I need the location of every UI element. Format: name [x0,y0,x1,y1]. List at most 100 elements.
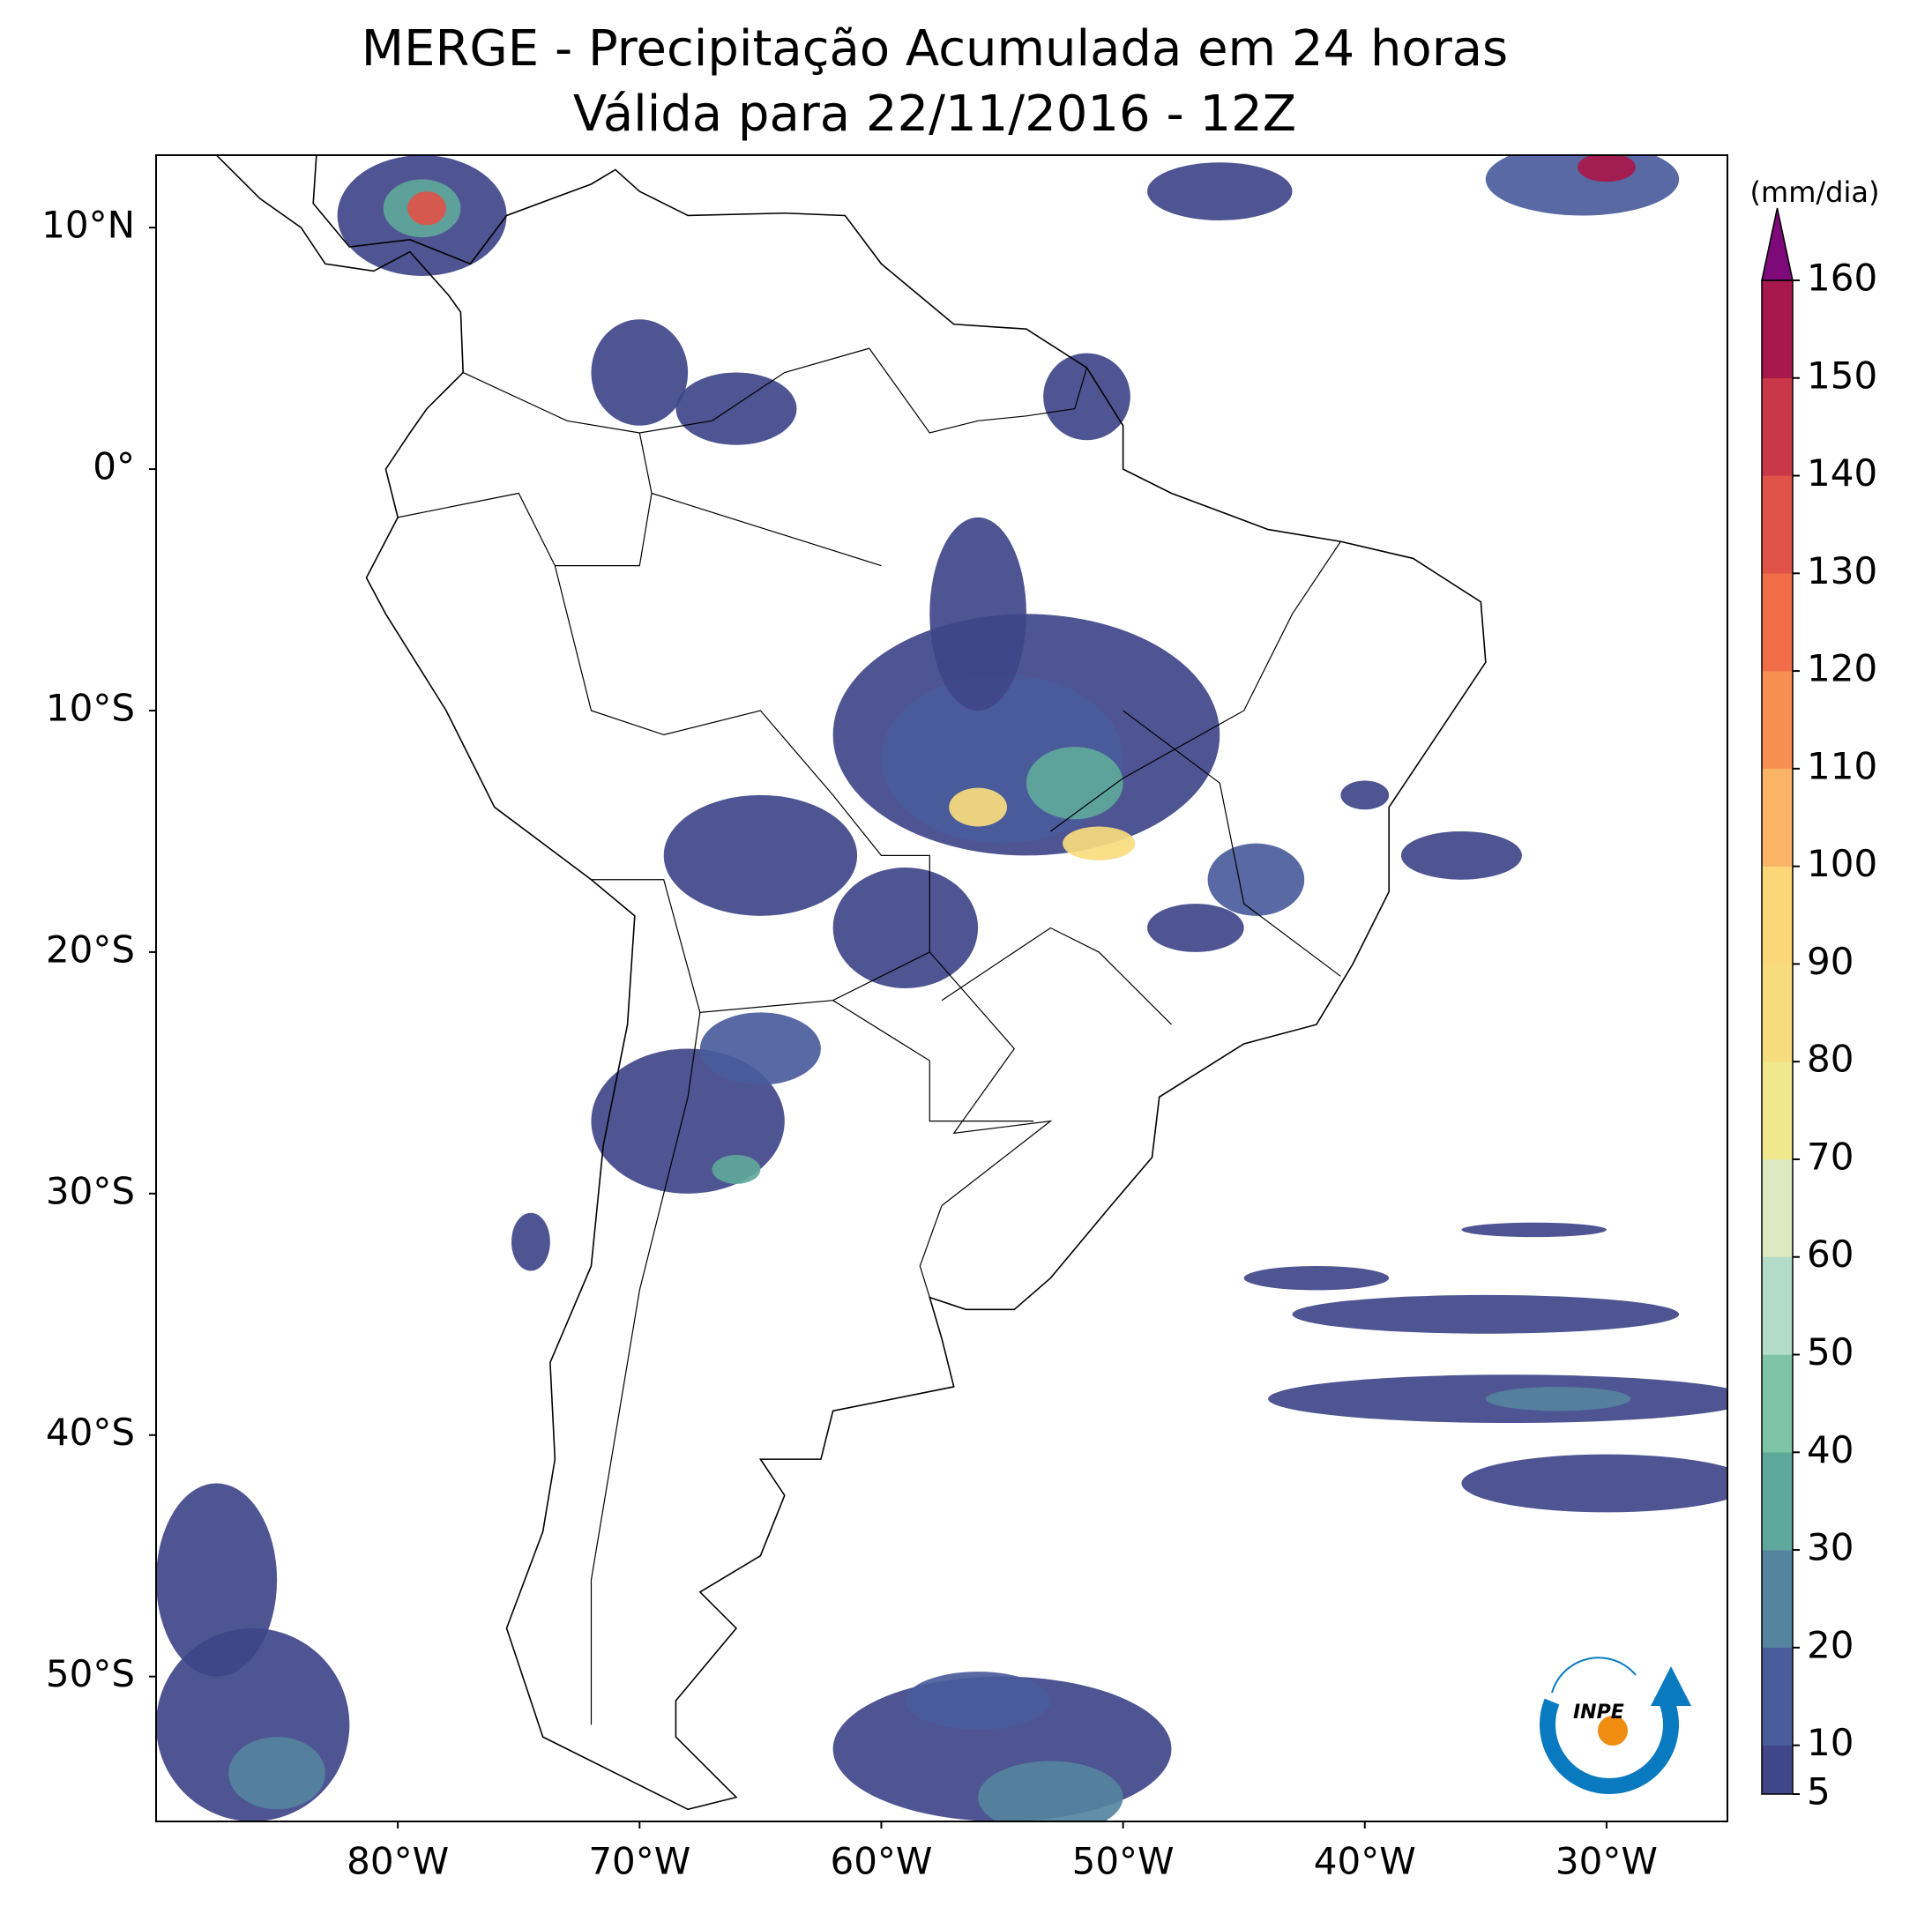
colorbar-tick-label: 110 [1807,744,1877,787]
colorbar-segment [1761,1354,1794,1453]
border [1123,710,1341,977]
precip-area [1063,826,1136,860]
precip-area [1578,155,1636,182]
precip-area [1461,1454,1727,1513]
precip-area [1400,830,1522,880]
colorbar: 5 10 20 30 40 50 60 70 80 90 100 110 120 130 140 150 160 [1761,207,1877,1813]
logo-text: INPE [1573,1702,1624,1724]
colorbar-segment [1761,1647,1794,1746]
border [590,1012,701,1725]
lon-tick-label: 70°W [588,1840,690,1883]
border [638,347,882,567]
precip-area [228,1737,325,1810]
precip-area [832,868,979,988]
lat-tick-label: 30°S [46,1169,135,1212]
precip-area [905,1672,1051,1730]
colorbar-segment [1761,768,1794,867]
map-frame [155,154,1728,1822]
colorbar-tick-label: 70 [1807,1135,1854,1178]
colorbar-extend [1761,207,1794,281]
colorbar-tick-label: 5 [1807,1770,1831,1813]
logo-arc [1540,1698,1679,1794]
precip-area [1485,155,1680,216]
lat-tick-label: 10°N [41,204,135,247]
precip-area [1207,843,1305,916]
colorbar-segment [1761,1549,1794,1649]
border [555,493,653,567]
colorbar-segment [1761,1745,1794,1795]
precip-area [699,1012,821,1085]
lat-tick-label: 20°S [46,927,135,971]
precip-area [675,372,797,445]
colorbar-tick-label: 100 [1807,842,1877,885]
border [869,347,1088,434]
lon-tick-label: 50°W [1072,1840,1175,1883]
precip-area [1340,780,1390,810]
colorbar-tick-label: 30 [1807,1526,1854,1569]
precip-area [949,787,1008,827]
colorbar-segment [1761,1452,1794,1551]
colorbar-segment [1761,1158,1794,1257]
colorbar-segment [1761,573,1794,672]
precip-area [511,1212,550,1271]
map [156,155,1727,1821]
colorbar-segment [1761,670,1794,770]
precip-area [1292,1294,1680,1334]
colorbar-segment [1761,377,1794,476]
border [832,1000,1034,1122]
precip-area [1147,162,1293,220]
title-line: MERGE - Precipitação Acumulada em 24 hor… [362,20,1508,78]
logo-dot [1598,1716,1628,1746]
precip-area [1243,1266,1390,1291]
lat-tick-label: 10°S [46,687,135,730]
precip-area [978,1761,1123,1821]
logo-orbit [1551,1657,1637,1694]
colorbar-tick-label: 20 [1807,1623,1854,1666]
precip-area [1461,1222,1607,1238]
precip-area [1147,904,1244,952]
colorbar-tick-label: 140 [1807,451,1877,495]
precip-area [156,1483,278,1677]
lon-tick-label: 80°W [347,1840,449,1883]
colorbar-segment [1761,964,1794,1062]
border [591,879,930,1014]
border [919,1205,943,1298]
colorbar-tick-label: 160 [1807,257,1877,300]
colorbar-tick-label: 60 [1807,1233,1854,1276]
precip-area [407,191,446,226]
colorbar-tick-label: 50 [1807,1330,1854,1374]
colorbar-tick-label: 90 [1807,940,1854,983]
colorbar-segment [1761,279,1794,379]
colorbar-frame [1761,279,1794,1795]
precip-area [712,1155,761,1184]
colorbar-segment [1761,866,1794,964]
precip-area [1043,353,1130,441]
lat-tick-label: 50°S [46,1652,135,1695]
precip-area [663,794,858,916]
border [462,371,640,434]
border [941,927,1172,1025]
colorbar-tick-label: 120 [1807,647,1877,690]
lat-tick-label: 0° [93,445,135,488]
precip-area [1026,747,1123,820]
lon-tick-label: 40°W [1314,1840,1416,1883]
logo: INPE [1540,1657,1691,1794]
colorbar-segment [1761,1061,1794,1160]
colorbar-tick-label: 130 [1807,549,1877,592]
precip-area [1485,1386,1631,1411]
lon-tick-label: 60°W [830,1840,932,1883]
border [398,492,556,566]
border [1050,540,1341,832]
colorbar-unit: (mm/dia) [1750,175,1880,209]
precip-area [591,319,689,426]
title-line: Válida para 22/11/2016 - 12Z [573,86,1296,143]
border [554,565,1053,1206]
colorbar-tick-label: 150 [1807,354,1877,397]
logo-arrow [1651,1666,1691,1706]
colorbar-tick-label: 10 [1807,1721,1854,1764]
colorbar-segment [1761,475,1794,574]
colorbar-tick-label: 80 [1807,1038,1854,1081]
precip-area [929,517,1026,711]
coastline [215,155,1487,1811]
